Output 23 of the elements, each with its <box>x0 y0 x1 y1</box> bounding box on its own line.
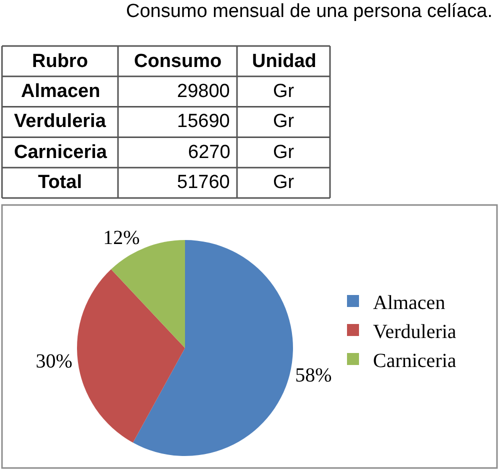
data-label: 30% <box>36 350 72 373</box>
category-label: Unidad <box>252 51 316 72</box>
text: Gr <box>273 111 294 132</box>
text: 29800 <box>177 81 230 102</box>
category-label: Total <box>38 172 82 193</box>
category-label: Almacen <box>21 81 100 102</box>
legend-label: Carniceria <box>373 350 456 372</box>
text: Rubro <box>32 51 88 72</box>
text: Gr <box>273 172 294 193</box>
text: Gr <box>273 81 294 102</box>
text: 6270 <box>188 142 230 163</box>
category-label: Consumo <box>134 51 222 72</box>
legend-label: Verduleria <box>373 320 456 343</box>
legend-label: Almacen <box>373 292 446 314</box>
data-label: 58% <box>295 364 332 387</box>
text: 15690 <box>177 111 230 132</box>
text: 51760 <box>177 172 230 193</box>
text: Gr <box>273 142 294 163</box>
category-label: Verduleria <box>14 111 106 132</box>
pie-slice <box>77 269 185 443</box>
text: Consumo mensual de una persona celíaca. <box>126 1 493 22</box>
category-label: Carniceria <box>14 142 107 163</box>
data-label: 12% <box>103 227 140 250</box>
